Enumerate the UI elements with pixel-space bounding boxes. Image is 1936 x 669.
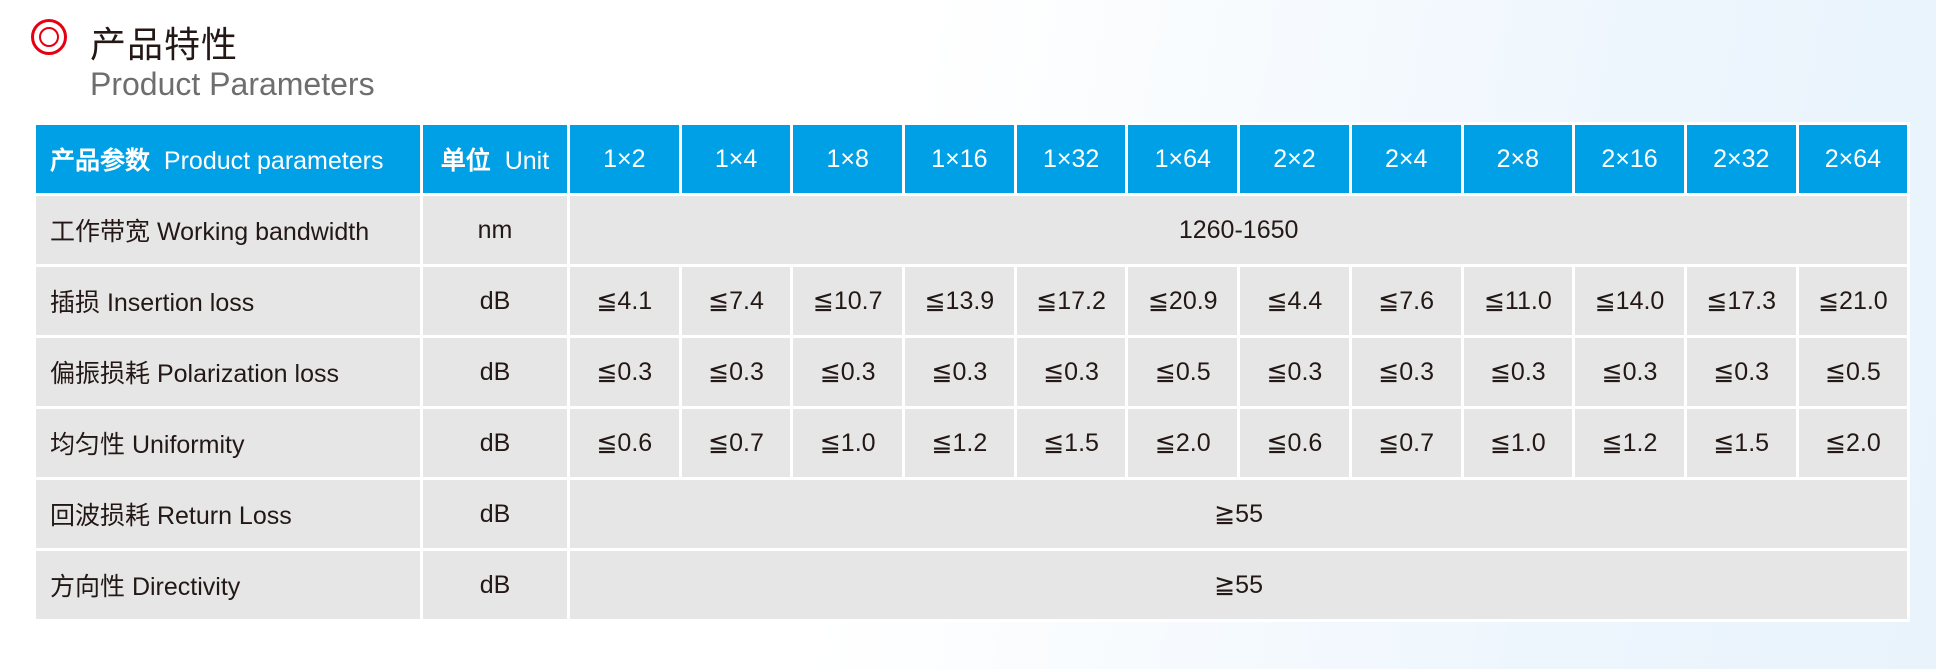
header-model: 2×32: [1683, 122, 1799, 196]
row-label: 工作带宽 Working bandwidth: [33, 193, 423, 267]
value-cell: ≦2.0: [1125, 406, 1241, 480]
table-row: 插损 Insertion loss dB ≦4.1 ≦7.4 ≦10.7 ≦13.9 ≦17…: [33, 264, 1911, 338]
value-cell: ≦0.5: [1795, 335, 1911, 409]
value-cell: ≦0.3: [678, 335, 794, 409]
row-label: 均匀性 Uniformity: [33, 406, 423, 480]
header-param: 产品参数 Product parameters: [33, 122, 423, 196]
value-cell: ≦11.0: [1460, 264, 1576, 338]
table-row: 偏振损耗 Polarization loss dB ≦0.3 ≦0.3 ≦0.3 ≦0.3…: [33, 335, 1911, 409]
value-cell: ≦17.3: [1683, 264, 1799, 338]
value-cell: ≦4.1: [567, 264, 682, 338]
value-cell: ≦0.3: [1572, 335, 1687, 409]
value-cell: ≦0.3: [1237, 335, 1352, 409]
header-model: 1×32: [1013, 122, 1129, 196]
header-model: 2×8: [1460, 122, 1576, 196]
header-model: 2×2: [1237, 122, 1352, 196]
row-unit: nm: [420, 193, 570, 267]
value-cell: ≦1.2: [902, 406, 1017, 480]
header-model: 1×2: [567, 122, 682, 196]
section-title: 产品特性: [90, 24, 239, 65]
double-circle-icon: [31, 19, 67, 55]
value-cell: ≦0.3: [567, 335, 682, 409]
header-unit: 单位 Unit: [420, 122, 570, 196]
row-label: 方向性 Directivity: [33, 548, 423, 622]
row-unit: dB: [420, 264, 570, 338]
value-cell: ≦0.3: [1460, 335, 1576, 409]
value-cell: ≦1.2: [1572, 406, 1687, 480]
header-row: 产品参数 Product parameters 单位 Unit 1×2 1×4 1×…: [33, 122, 1911, 196]
value-cell: ≦13.9: [902, 264, 1017, 338]
header-model: 2×64: [1795, 122, 1911, 196]
value-cell: ≦0.6: [567, 406, 682, 480]
row-unit: dB: [420, 406, 570, 480]
row-label: 偏振损耗 Polarization loss: [33, 335, 423, 409]
table-row: 方向性 Directivity dB ≧55: [33, 548, 1911, 622]
value-cell: ≦1.5: [1683, 406, 1799, 480]
row-label: 插损 Insertion loss: [33, 264, 423, 338]
header-model: 1×4: [678, 122, 794, 196]
header-model: 1×16: [902, 122, 1017, 196]
table-row: 均匀性 Uniformity dB ≦0.6 ≦0.7 ≦1.0 ≦1.2 ≦1.5 ≦2.0…: [33, 406, 1911, 480]
table-row: 工作带宽 Working bandwidth nm 1260-1650: [33, 193, 1911, 267]
value-cell: ≦1.0: [1460, 406, 1576, 480]
value-cell: ≦0.5: [1125, 335, 1241, 409]
value-cell: ≦0.3: [1013, 335, 1129, 409]
parameters-table: 产品参数 Product parameters 单位 Unit 1×2 1×4 1×…: [33, 122, 1911, 622]
value-cell: ≦20.9: [1125, 264, 1241, 338]
header-model: 2×4: [1348, 122, 1464, 196]
header-model: 2×16: [1572, 122, 1687, 196]
value-cell: ≦10.7: [790, 264, 906, 338]
value-cell: ≦0.3: [902, 335, 1017, 409]
value-cell: ≦2.0: [1795, 406, 1911, 480]
row-unit: dB: [420, 548, 570, 622]
row-unit: dB: [420, 335, 570, 409]
value-cell: ≦1.0: [790, 406, 906, 480]
value-cell: ≦7.6: [1348, 264, 1464, 338]
value-cell: ≦14.0: [1572, 264, 1687, 338]
value-cell: ≦0.7: [1348, 406, 1464, 480]
merged-value-cell: ≧55: [566, 548, 1911, 622]
section-subtitle: Product Parameters: [90, 66, 375, 102]
value-cell: ≦21.0: [1795, 264, 1911, 338]
value-cell: ≦0.3: [1683, 335, 1799, 409]
value-cell: ≦0.6: [1237, 406, 1352, 480]
value-cell: ≦1.5: [1013, 406, 1129, 480]
value-cell: ≦0.7: [678, 406, 794, 480]
table-row: 回波损耗 Return Loss dB ≧55: [33, 477, 1911, 551]
value-cell: ≦17.2: [1013, 264, 1129, 338]
value-cell: ≦7.4: [678, 264, 794, 338]
header-model: 1×8: [790, 122, 906, 196]
value-cell: ≦0.3: [790, 335, 906, 409]
merged-value-cell: 1260-1650: [566, 193, 1911, 267]
merged-value-cell: ≧55: [566, 477, 1911, 551]
value-cell: ≦0.3: [1348, 335, 1464, 409]
value-cell: ≦4.4: [1237, 264, 1352, 338]
header-model: 1×64: [1125, 122, 1241, 196]
row-unit: dB: [420, 477, 570, 551]
row-label: 回波损耗 Return Loss: [33, 477, 423, 551]
